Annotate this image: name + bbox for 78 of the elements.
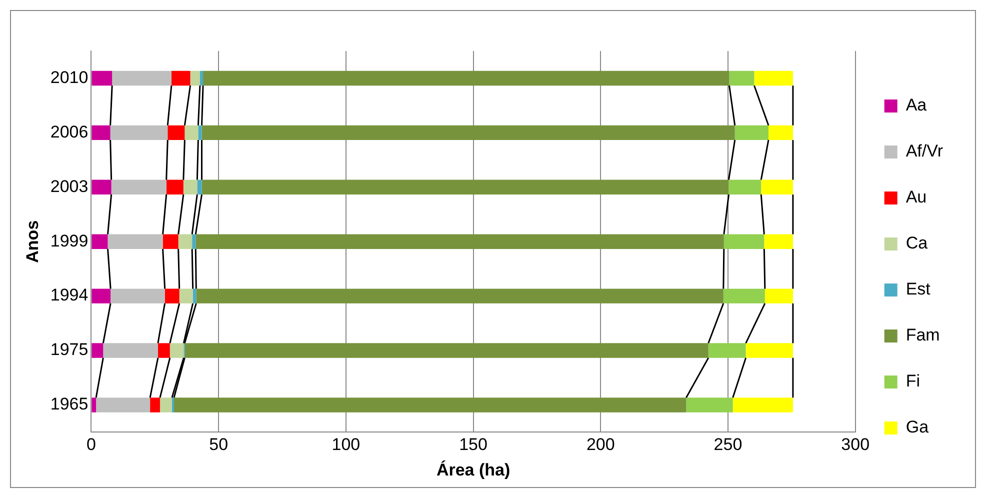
bar (734, 125, 768, 140)
legend-label: Est (906, 280, 931, 299)
bar (171, 70, 190, 86)
bar (768, 125, 793, 140)
bar (764, 234, 793, 249)
bar (202, 125, 735, 140)
bar (192, 288, 196, 304)
bar (754, 70, 793, 86)
x-tick-label: 50 (209, 435, 228, 454)
bar (184, 343, 708, 358)
bar (150, 398, 160, 412)
x-axis-title: Área (ha) (436, 459, 510, 480)
bar (686, 398, 733, 412)
bar (103, 343, 158, 358)
bar (164, 288, 180, 304)
legend-label: Ga (906, 418, 930, 437)
x-tick-label: 250 (714, 435, 742, 454)
bar (179, 288, 193, 304)
legend-label: Ca (906, 234, 928, 253)
bar (92, 180, 112, 194)
bar (170, 343, 184, 358)
bar (178, 234, 192, 249)
bar (196, 234, 724, 249)
legend-label: Af/Vr (906, 142, 944, 161)
bar (184, 125, 198, 140)
bar (202, 180, 729, 194)
legend-label: Fam (906, 326, 940, 345)
bar (708, 343, 746, 358)
bar (162, 234, 178, 249)
bar (92, 234, 108, 249)
bar (746, 343, 793, 358)
y-tick-label: 1975 (50, 340, 88, 360)
x-tick-label: 100 (332, 435, 360, 454)
x-tick-label: 300 (841, 435, 870, 454)
bar (196, 288, 724, 304)
bar (200, 70, 204, 86)
bar (96, 398, 150, 412)
bar (764, 288, 793, 304)
bar (197, 180, 202, 194)
y-tick-label: 1999 (50, 231, 88, 250)
bar (168, 125, 185, 140)
bar (160, 398, 172, 412)
legend-label: Fi (906, 372, 920, 391)
y-tick-label: 1965 (50, 394, 88, 414)
y-tick-label: 1994 (50, 286, 88, 305)
bar (92, 125, 110, 140)
x-tick-label: 200 (586, 435, 615, 454)
x-tick-label: 150 (459, 435, 488, 454)
bar (728, 180, 762, 194)
bar (174, 398, 686, 412)
bar (723, 288, 765, 304)
y-axis-title: Anos (22, 220, 42, 263)
bar (112, 70, 172, 86)
y-tick-label: 2003 (50, 176, 88, 196)
bar (108, 234, 163, 249)
bar (166, 180, 184, 194)
bar (92, 288, 111, 304)
x-tick-label: 0 (86, 435, 96, 454)
bar (111, 180, 166, 194)
bar (92, 343, 104, 358)
legend-label: Au (906, 188, 927, 207)
bar (761, 180, 793, 194)
bar (203, 70, 730, 86)
bar (198, 125, 202, 140)
y-tick-label: 2006 (50, 122, 88, 142)
bar (190, 70, 200, 86)
bar (158, 343, 170, 358)
bar (192, 234, 196, 249)
bar (729, 70, 754, 86)
bar (110, 125, 168, 140)
bar (92, 398, 96, 412)
y-tick-label: 2010 (50, 68, 88, 87)
bar (110, 288, 165, 304)
bar (724, 234, 764, 249)
bar (183, 180, 198, 194)
bar (732, 398, 793, 412)
bar (92, 70, 112, 86)
legend-label: Aa (906, 96, 928, 115)
